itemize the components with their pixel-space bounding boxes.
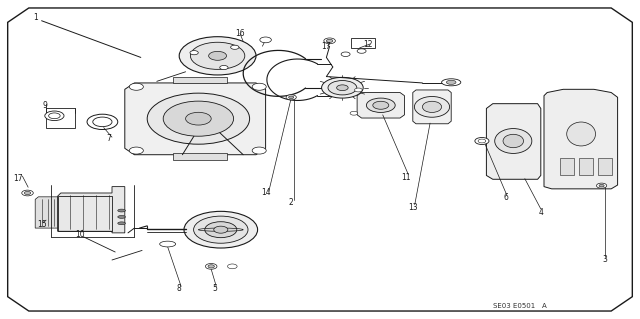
Text: 4: 4 (538, 208, 543, 217)
Ellipse shape (147, 93, 250, 144)
Text: 7: 7 (106, 134, 111, 143)
Text: 16: 16 (235, 29, 245, 38)
Bar (560, 158, 574, 175)
Text: 8: 8 (177, 284, 182, 293)
Text: 5: 5 (212, 284, 217, 293)
Ellipse shape (328, 80, 357, 95)
Ellipse shape (191, 42, 245, 70)
Text: 14: 14 (260, 189, 271, 197)
Ellipse shape (160, 241, 175, 247)
Bar (579, 158, 593, 175)
Bar (598, 158, 612, 175)
Ellipse shape (129, 147, 143, 154)
Ellipse shape (366, 98, 395, 113)
Ellipse shape (475, 137, 489, 145)
Ellipse shape (252, 83, 266, 90)
Ellipse shape (45, 111, 64, 121)
Ellipse shape (205, 263, 217, 269)
Ellipse shape (220, 65, 228, 70)
Ellipse shape (503, 134, 524, 148)
Bar (58, 196, 112, 231)
Ellipse shape (289, 96, 294, 99)
Bar (46, 108, 75, 128)
Ellipse shape (567, 122, 595, 146)
Ellipse shape (260, 37, 271, 43)
Bar (351, 38, 375, 48)
Ellipse shape (209, 51, 227, 60)
Polygon shape (35, 197, 61, 228)
Text: SE03 E0501   A: SE03 E0501 A (493, 303, 547, 309)
Text: 1: 1 (33, 13, 38, 22)
Ellipse shape (596, 183, 607, 188)
Ellipse shape (341, 52, 350, 56)
Ellipse shape (442, 79, 461, 86)
Ellipse shape (372, 101, 388, 109)
Bar (173, 77, 227, 83)
Ellipse shape (129, 83, 143, 90)
Ellipse shape (355, 88, 362, 92)
Ellipse shape (93, 117, 112, 127)
Polygon shape (544, 89, 618, 189)
Ellipse shape (49, 113, 60, 119)
Ellipse shape (357, 49, 366, 53)
Ellipse shape (326, 39, 333, 42)
Ellipse shape (228, 264, 237, 269)
Polygon shape (486, 104, 541, 179)
Ellipse shape (186, 112, 211, 125)
Ellipse shape (118, 209, 125, 212)
Ellipse shape (118, 216, 125, 219)
Polygon shape (357, 93, 404, 118)
Ellipse shape (447, 80, 456, 84)
Text: 9: 9 (42, 101, 47, 110)
Text: 17: 17 (13, 174, 23, 183)
Polygon shape (58, 187, 125, 233)
Ellipse shape (184, 211, 257, 248)
Ellipse shape (208, 265, 214, 268)
Ellipse shape (24, 191, 31, 195)
Ellipse shape (252, 147, 266, 154)
Text: 10: 10 (75, 230, 85, 239)
Text: 11: 11 (402, 173, 411, 182)
Text: 15: 15 (36, 220, 47, 229)
Ellipse shape (163, 101, 234, 136)
Ellipse shape (87, 114, 118, 130)
Polygon shape (413, 90, 451, 124)
Ellipse shape (179, 37, 256, 75)
Ellipse shape (337, 85, 348, 91)
Text: 3: 3 (602, 256, 607, 264)
Ellipse shape (350, 111, 358, 115)
Ellipse shape (118, 222, 125, 225)
Ellipse shape (495, 129, 532, 153)
Text: 12: 12 (364, 40, 372, 49)
Ellipse shape (322, 77, 364, 98)
Ellipse shape (422, 101, 442, 113)
Ellipse shape (190, 51, 198, 55)
Ellipse shape (599, 184, 604, 187)
Ellipse shape (286, 95, 296, 100)
Text: 2: 2 (289, 198, 294, 207)
Text: 6: 6 (503, 193, 508, 202)
Text: 13: 13 (408, 203, 418, 212)
Ellipse shape (205, 222, 237, 238)
Bar (173, 153, 227, 160)
Ellipse shape (214, 226, 228, 233)
Ellipse shape (324, 38, 335, 44)
Ellipse shape (478, 139, 486, 143)
Polygon shape (8, 8, 632, 311)
Text: 17: 17 (321, 42, 332, 51)
Ellipse shape (22, 190, 33, 196)
Ellipse shape (415, 96, 450, 117)
Ellipse shape (193, 216, 248, 243)
Ellipse shape (230, 45, 239, 49)
Polygon shape (125, 83, 266, 155)
